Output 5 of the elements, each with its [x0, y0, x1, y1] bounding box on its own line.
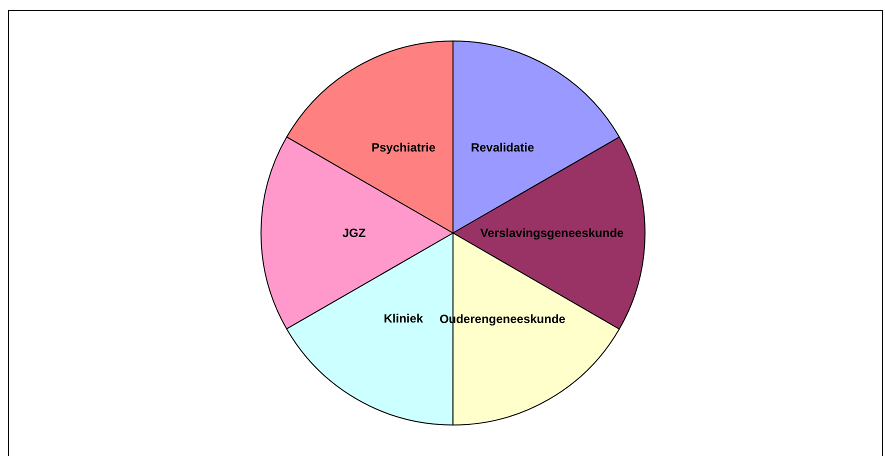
slice-label: Psychiatrie	[371, 140, 436, 154]
slice-label: Revalidatie	[470, 140, 535, 154]
slice-label: JGZ	[342, 226, 366, 240]
slice-label: Kliniek	[384, 312, 424, 326]
slice-label: Verslavingsgeneeskunde	[480, 226, 624, 240]
